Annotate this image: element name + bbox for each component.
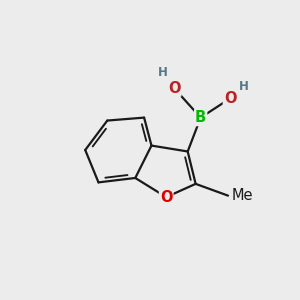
Text: O: O bbox=[224, 91, 236, 106]
Text: O: O bbox=[160, 190, 172, 205]
Text: Me: Me bbox=[232, 188, 253, 203]
Text: B: B bbox=[195, 110, 206, 125]
Text: H: H bbox=[239, 80, 249, 93]
Text: H: H bbox=[158, 66, 168, 80]
Text: O: O bbox=[168, 81, 180, 96]
